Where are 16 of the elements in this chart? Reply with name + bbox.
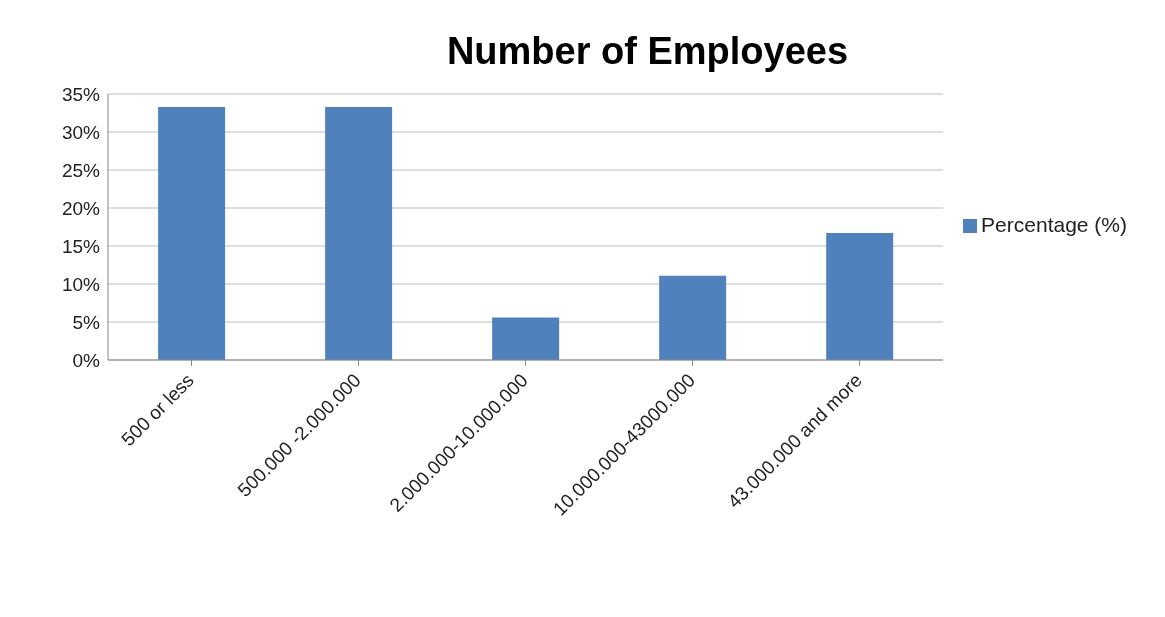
y-tick-label: 20%	[61, 197, 101, 219]
y-tick-label: 30%	[61, 121, 101, 143]
x-tick-label: 500 or less	[117, 369, 198, 451]
y-tick-label: 15%	[61, 235, 101, 257]
chart-title: Number of Employees	[445, 29, 850, 72]
y-tick-label: 25%	[61, 159, 101, 181]
legend-label: Percentage (%)	[981, 213, 1127, 236]
y-tick-label: 35%	[61, 83, 101, 105]
y-tick-label: 0%	[72, 349, 101, 371]
bar	[158, 106, 226, 360]
y-tick-label: 5%	[72, 311, 101, 333]
bar	[826, 233, 894, 360]
y-tick-label: 10%	[61, 273, 101, 295]
bar	[492, 317, 560, 360]
bar	[659, 275, 727, 360]
bar	[325, 106, 393, 360]
